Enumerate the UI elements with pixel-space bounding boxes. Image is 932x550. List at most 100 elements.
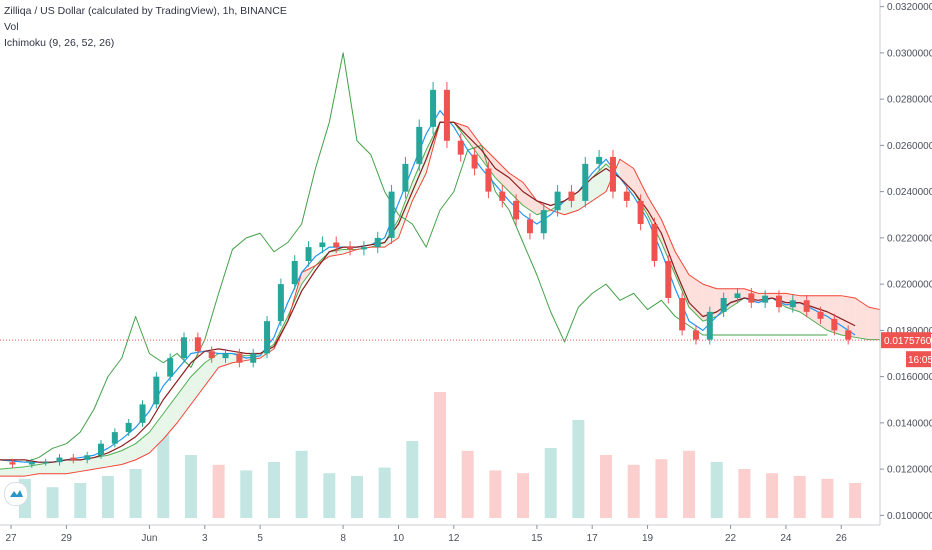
candle-body — [222, 353, 229, 359]
x-tick-label: Jun — [141, 533, 157, 544]
candle-body — [526, 219, 533, 234]
candle-body — [485, 168, 492, 192]
candle-body — [139, 404, 146, 423]
tradingview-logo[interactable] — [4, 482, 28, 506]
candle-body — [236, 353, 243, 363]
candle-body — [28, 462, 35, 465]
volume-bar — [406, 441, 419, 518]
cloud-segment-bearish — [523, 182, 537, 215]
volume-bar — [350, 476, 363, 518]
volume-bar — [461, 450, 474, 518]
candle-body — [734, 293, 741, 298]
candle-body — [181, 337, 188, 359]
chart-legend: Zilliqa / US Dollar (calculated by Tradi… — [4, 3, 287, 51]
candle-body — [762, 295, 769, 303]
volume-bar — [793, 476, 806, 518]
cloud-segment-bullish — [177, 376, 191, 423]
countdown-tag-bg — [906, 351, 931, 368]
cloud-segment-bearish — [689, 274, 703, 322]
x-tick-label: 29 — [61, 533, 73, 544]
candle-body — [457, 140, 464, 155]
volume-bar — [240, 470, 253, 518]
cloud-segment-bearish — [855, 298, 869, 340]
ichimoku-indicator-label[interactable]: Ichimoku (9, 26, 52, 26) — [4, 37, 115, 49]
candle-body — [554, 191, 561, 211]
candle-body — [402, 163, 409, 192]
volume-bar — [212, 464, 225, 518]
volume-bar — [683, 450, 696, 518]
volume-bar — [378, 467, 391, 518]
cloud-segment-bullish — [94, 455, 108, 470]
candle-body — [471, 154, 478, 169]
volume-bar — [738, 469, 751, 518]
candle-body — [305, 247, 312, 261]
volume-bar — [157, 431, 170, 518]
candle-body — [9, 462, 16, 465]
candle-body — [789, 300, 796, 308]
x-tick-label: 5 — [257, 533, 263, 544]
x-tick-label: 19 — [642, 533, 654, 544]
cloud-segment-bullish — [398, 182, 413, 238]
candle-body — [623, 191, 630, 201]
y-tick-label: 0.01000000 — [887, 511, 932, 522]
candle-body — [775, 295, 782, 308]
cloud-segment-bearish — [619, 159, 634, 192]
candle-body — [56, 457, 63, 463]
volume-bar — [489, 470, 502, 518]
last-price-tag-bg — [881, 332, 931, 349]
x-tick-label: 10 — [393, 533, 405, 544]
candle-body — [374, 237, 381, 248]
volume-bar — [434, 392, 446, 518]
cloud-segment-bullish — [66, 459, 81, 474]
volume-bars — [18, 392, 862, 518]
cloud-segment-bearish — [841, 295, 856, 338]
candle-body — [443, 89, 450, 141]
symbol-title[interactable]: Zilliqa / US Dollar (calculated by Tradi… — [4, 5, 287, 17]
volume-indicator-label[interactable]: Vol — [4, 21, 19, 33]
x-tick-label: 8 — [340, 533, 346, 544]
cloud-segment-bullish — [80, 457, 95, 472]
candle-body — [98, 443, 105, 456]
volume-bar — [766, 473, 779, 518]
candle-body — [665, 261, 672, 298]
volume-bar — [129, 469, 142, 518]
cloud-segment-bullish — [107, 450, 122, 467]
candle-body — [679, 298, 686, 331]
cloud-segment-bearish — [495, 159, 510, 192]
volume-bar — [627, 464, 640, 518]
volume-bar — [101, 476, 114, 518]
volume-bar — [821, 478, 834, 518]
candle-body — [692, 330, 699, 340]
cloud-segment-bullish — [52, 459, 67, 474]
candle-body — [347, 247, 354, 250]
candle-body — [125, 422, 132, 433]
candle-body — [499, 191, 506, 201]
candle-body — [388, 191, 395, 238]
candle-body — [637, 200, 644, 224]
candle-body — [831, 318, 838, 331]
candle-body — [153, 376, 160, 405]
x-tick-label: 24 — [780, 533, 792, 544]
last-price-tag-label: 0.01757603 — [884, 336, 932, 347]
candle-body — [845, 330, 852, 340]
cloud-segment-bearish — [868, 307, 880, 340]
x-tick-label: 15 — [531, 533, 543, 544]
candle-body — [167, 358, 174, 377]
x-axis: 27 29 Jun 3 5 8 10 12 15 17 19 22 24 26 — [0, 524, 880, 544]
cloud-segment-bullish — [0, 466, 25, 477]
cloud-segment-bullish — [24, 464, 39, 477]
volume-bar — [600, 455, 613, 518]
cloud-segment-bullish — [38, 462, 53, 474]
volume-bar — [710, 462, 723, 518]
candle-body — [720, 298, 727, 312]
volume-bar — [655, 459, 668, 518]
